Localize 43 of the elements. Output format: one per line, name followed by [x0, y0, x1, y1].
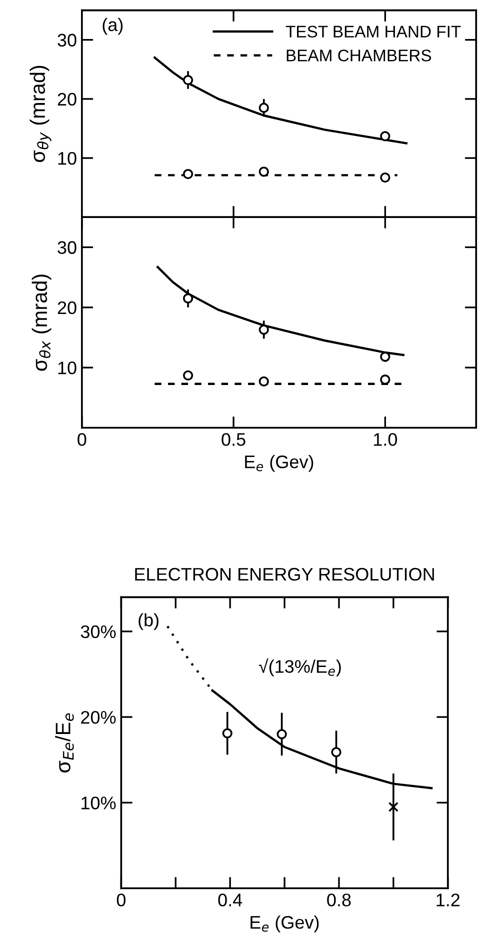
point — [258, 324, 269, 335]
point — [388, 802, 398, 812]
legend-label: TEST BEAM HAND FIT — [286, 26, 461, 38]
annotation: √(13%/E$_{e}$) — [258, 658, 341, 676]
legend-label: BEAM CHAMBERS — [286, 50, 432, 62]
y-axis-title: σ$_{θy}$ (mrad) — [30, 66, 52, 162]
x-tick-label: 0.4 — [218, 894, 242, 906]
point — [258, 376, 269, 386]
x-tick-label: 1.2 — [436, 894, 460, 906]
annotation: (b) — [138, 613, 158, 630]
y-tick-label: 20 — [58, 92, 76, 106]
x-tick-label: 1.0 — [374, 433, 397, 446]
point — [182, 168, 194, 180]
annotation: (a) — [102, 18, 123, 35]
point — [182, 293, 194, 304]
x-tick-label: 0 — [116, 894, 126, 906]
x-axis-title: E$_{e}$ (Gev) — [245, 455, 314, 472]
point — [380, 172, 390, 183]
point — [222, 728, 232, 738]
y-tick-label: 20 — [58, 301, 76, 314]
chart-title: ELECTRON ENERGY RESOLUTION — [135, 568, 434, 581]
y-tick-label: 20% — [81, 710, 116, 724]
point — [258, 102, 269, 113]
point — [182, 370, 194, 380]
point — [380, 131, 390, 142]
point — [380, 352, 390, 362]
point — [182, 74, 194, 86]
point — [258, 166, 269, 177]
point — [380, 374, 390, 385]
y-tick-label: 30 — [58, 34, 76, 47]
point — [331, 747, 342, 758]
y-axis-title: σ$_{θx}$ (mrad) — [32, 274, 52, 371]
x-tick-label: 0.8 — [327, 894, 351, 906]
y-tick-label: 10 — [58, 152, 76, 165]
point — [276, 729, 287, 740]
y-tick-label: 10% — [82, 796, 116, 810]
x-tick-label: 0 — [78, 433, 86, 446]
x-axis-title: E$_{e}$ (Gev) — [250, 916, 319, 932]
y-axis-title: σ$_{Ee}$/E$_{e}$ — [55, 713, 74, 772]
y-tick-label: 30 — [58, 241, 76, 254]
x-tick-label: 0.5 — [222, 433, 246, 446]
y-tick-label: 10 — [58, 362, 76, 374]
y-tick-label: 30% — [80, 625, 116, 638]
